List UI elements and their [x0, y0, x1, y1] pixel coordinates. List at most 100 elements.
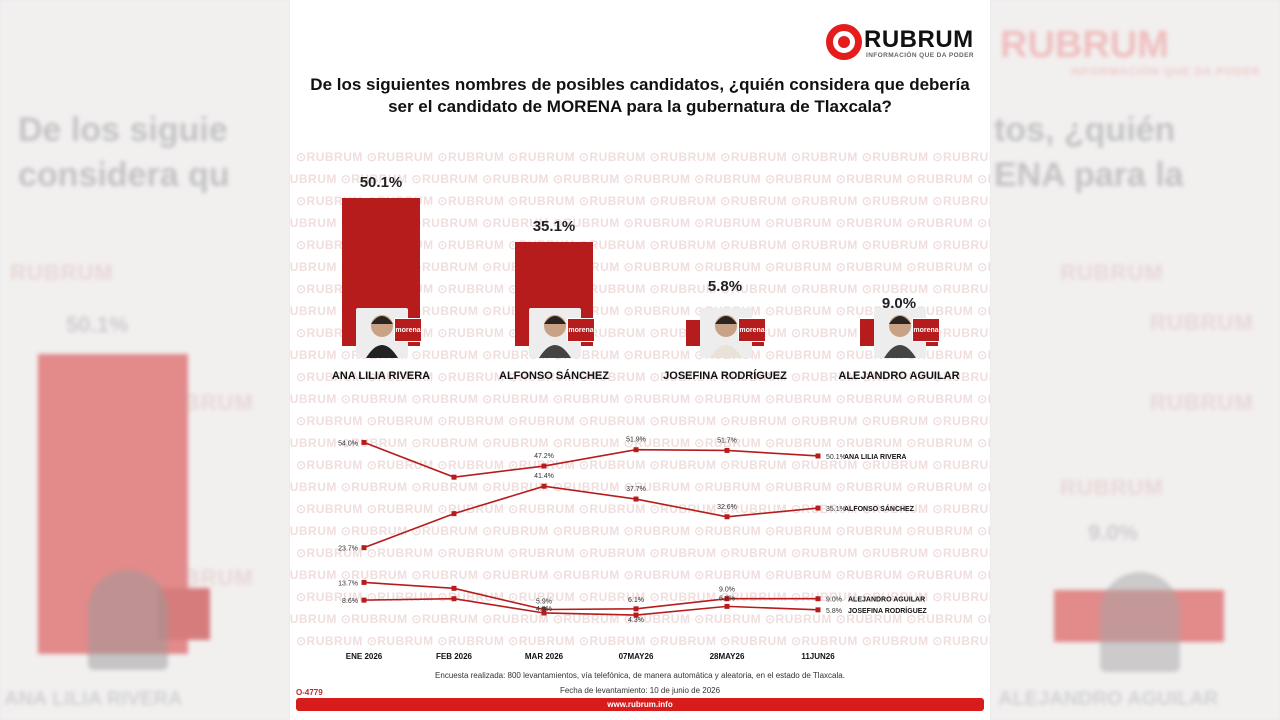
watermark-row: ⊙RUBRUM ⊙RUBRUM ⊙RUBRUM ⊙RUBRUM ⊙RUBRUM … — [296, 194, 990, 208]
trend-line-chart: 54.0% 47.2% 51.9% 51.7% 50.1%ANA LILIA RIVER… — [338, 437, 927, 661]
series-name-label: ANA LILIA RIVERA — [844, 454, 906, 461]
logo-text: RUBRUM — [864, 26, 974, 53]
background-watermark: RUBRUM — [1060, 475, 1164, 500]
watermark-row: ⊙RUBRUM ⊙RUBRUM ⊙RUBRUM ⊙RUBRUM ⊙RUBRUM … — [290, 480, 990, 494]
background-right-panel: RUBRUM INFORMACIÓN QUE DA PODER tos, ¿qu… — [990, 0, 1280, 720]
background-person-photo — [88, 570, 168, 670]
candidate-name: ALEJANDRO AGUILAR — [838, 370, 960, 382]
background-title-line-2: considera qu — [18, 156, 230, 194]
background-left-panel: De los siguie considera qu RUBRUM RUBRUM… — [0, 0, 290, 720]
data-point — [361, 545, 367, 551]
point-value-label: 9.0% — [826, 597, 842, 604]
watermark-row: ⊙RUBRUM ⊙RUBRUM ⊙RUBRUM ⊙RUBRUM ⊙RUBRUM … — [296, 150, 990, 164]
point-value-label: 13.7% — [338, 580, 358, 587]
point-value-label: 23.7% — [338, 546, 358, 553]
rubrum-logo: RUBRUM INFORMACIÓN QUE DA PODER — [826, 24, 986, 64]
background-left-name: ANA LILIA RIVERA — [4, 688, 183, 710]
background-left-pct: 50.1% — [66, 312, 129, 337]
data-point — [541, 610, 547, 616]
data-point — [633, 447, 639, 453]
background-morena-badge — [158, 588, 210, 640]
point-value-label: 6.8% — [719, 595, 735, 602]
background-watermark: RUBRUM — [1150, 390, 1254, 415]
watermark-row: ⊙RUBRUM ⊙RUBRUM ⊙RUBRUM ⊙RUBRUM ⊙RUBRUM … — [290, 568, 990, 582]
background-logo: RUBRUM — [1000, 24, 1169, 66]
series-line — [363, 485, 819, 549]
series-name-label: ALEJANDRO AGUILAR — [848, 597, 925, 604]
data-point — [451, 474, 457, 480]
watermark-row: ⊙RUBRUM ⊙RUBRUM ⊙RUBRUM ⊙RUBRUM ⊙RUBRUM … — [296, 238, 990, 252]
point-value-label: 9.0% — [719, 587, 735, 594]
background-logo-tagline: INFORMACIÓN QUE DA PODER — [1070, 66, 1261, 78]
publication-code: O-4779 — [296, 688, 323, 697]
point-value-label: 41.4% — [534, 473, 554, 480]
data-point — [361, 597, 367, 603]
data-point — [815, 607, 821, 613]
watermark-row: ⊙RUBRUM ⊙RUBRUM ⊙RUBRUM ⊙RUBRUM ⊙RUBRUM … — [296, 326, 990, 340]
point-value-label: 4.9% — [536, 606, 552, 613]
data-point — [451, 596, 457, 602]
background-title-line-2: ENA para la — [994, 156, 1184, 194]
watermark-row: ⊙RUBRUM ⊙RUBRUM ⊙RUBRUM ⊙RUBRUM ⊙RUBRUM … — [296, 502, 990, 516]
series-line — [363, 581, 818, 611]
watermark-row: ⊙RUBRUM ⊙RUBRUM ⊙RUBRUM ⊙RUBRUM ⊙RUBRUM … — [296, 546, 990, 560]
bar-value-label: 35.1% — [532, 218, 576, 236]
background-right-name: ALEJANDRO AGUILAR — [998, 688, 1219, 710]
watermark-row: ⊙RUBRUM ⊙RUBRUM ⊙RUBRUM ⊙RUBRUM ⊙RUBRUM … — [296, 414, 990, 428]
candidate-photo — [874, 308, 926, 358]
watermark-row: ⊙RUBRUM ⊙RUBRUM ⊙RUBRUM ⊙RUBRUM ⊙RUBRUM … — [290, 304, 990, 318]
candidate-name: ANA LILIA RIVERA — [331, 370, 431, 382]
bar-value-label: 5.8% — [707, 278, 743, 295]
watermark-row: ⊙RUBRUM ⊙RUBRUM ⊙RUBRUM ⊙RUBRUM ⊙RUBRUM … — [290, 216, 990, 230]
point-value-label: 8.6% — [342, 598, 358, 605]
survey-date: Fecha de levantamiento: 10 de junio de 2… — [559, 686, 721, 695]
background-watermark: RUBRUM — [1060, 260, 1164, 285]
watermark-row: ⊙RUBRUM ⊙RUBRUM ⊙RUBRUM ⊙RUBRUM ⊙RUBRUM … — [296, 370, 990, 384]
data-point — [633, 606, 639, 612]
background-watermark: RUBRUM — [10, 260, 114, 285]
watermark-row: ⊙RUBRUM ⊙RUBRUM ⊙RUBRUM ⊙RUBRUM ⊙RUBRUM … — [296, 282, 990, 296]
point-value-label: 5.9% — [536, 599, 552, 606]
background-title-line-1: De los siguie — [18, 111, 228, 149]
candidate-name: JOSEFINA RODRÍGUEZ — [663, 370, 787, 382]
logo-circle-icon — [826, 24, 862, 60]
watermark-row: ⊙RUBRUM ⊙RUBRUM ⊙RUBRUM ⊙RUBRUM ⊙RUBRUM … — [290, 348, 990, 362]
morena-badge: morena — [912, 318, 940, 342]
bar-value-label: 50.1% — [359, 174, 403, 191]
x-tick-label: 28MAY26 — [710, 652, 745, 661]
data-point — [724, 447, 730, 453]
point-value-label: 51.9% — [626, 437, 646, 444]
series-name-label: JOSEFINA RODRÍGUEZ — [848, 606, 927, 615]
question-title: De los siguientes nombres de posibles ca… — [310, 75, 970, 116]
data-point — [541, 607, 547, 613]
infographic-card: ⊙RUBRUM ⊙RUBRUM ⊙RUBRUM ⊙RUBRUM ⊙RUBRUM … — [290, 0, 990, 720]
watermark-row: ⊙RUBRUM ⊙RUBRUM ⊙RUBRUM ⊙RUBRUM ⊙RUBRUM … — [296, 458, 990, 472]
series-name-label: ALFONSO SÁNCHEZ — [844, 504, 915, 513]
morena-badge: morena — [567, 318, 595, 342]
data-point — [724, 603, 730, 609]
watermark-row: ⊙RUBRUM ⊙RUBRUM ⊙RUBRUM ⊙RUBRUM ⊙RUBRUM … — [290, 436, 990, 450]
morena-badge: morena — [394, 318, 422, 342]
series-line — [363, 597, 819, 616]
website-link[interactable]: www.rubrum.info — [296, 698, 984, 711]
morena-badge: morena — [738, 318, 766, 342]
data-point — [815, 596, 821, 602]
candidate-name: ALFONSO SÁNCHEZ — [499, 370, 609, 382]
series-line — [363, 441, 819, 478]
background-watermark: RUBRUM — [1150, 310, 1254, 335]
data-point — [361, 579, 367, 585]
watermark-row: ⊙RUBRUM ⊙RUBRUM ⊙RUBRUM ⊙RUBRUM ⊙RUBRUM … — [290, 524, 990, 538]
point-value-label: 5.8% — [826, 608, 842, 615]
x-tick-label: ENE 2026 — [346, 652, 383, 661]
watermark-row: ⊙RUBRUM ⊙RUBRUM ⊙RUBRUM ⊙RUBRUM ⊙RUBRUM … — [290, 172, 990, 186]
data-point — [541, 463, 547, 469]
data-point — [633, 496, 639, 502]
background-right-pct: 9.0% — [1088, 520, 1139, 545]
x-tick-label: 07MAY26 — [619, 652, 654, 661]
data-point — [815, 505, 821, 511]
data-point — [815, 453, 821, 459]
background-person-photo — [1100, 572, 1180, 672]
point-value-label: 51.7% — [717, 437, 737, 444]
data-point — [451, 511, 457, 517]
